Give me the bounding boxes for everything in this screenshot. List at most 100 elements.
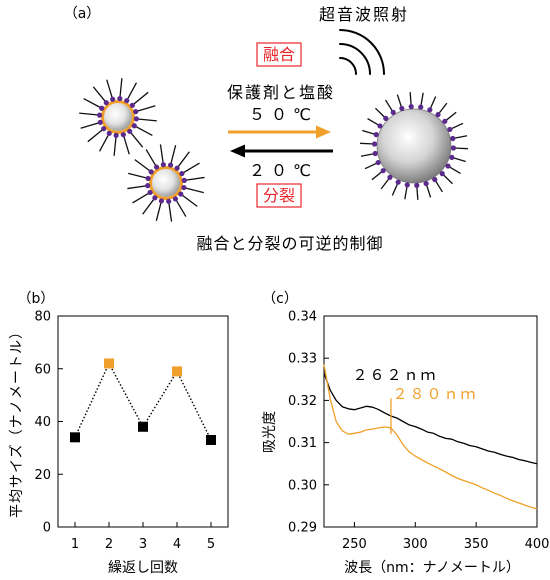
ligand-head-dot <box>445 163 451 169</box>
size-chart-plot: 0 20 40 60 80 1 2 3 4 5 <box>34 310 229 552</box>
ligand-head-dot <box>133 109 139 115</box>
ligand-head-dot <box>179 170 185 177</box>
ligand-chain <box>142 197 156 215</box>
panel-b: （b） 0 20 40 60 80 1 2 3 4 5 平均サイズ（ナノメートル） 繰返し回数 <box>9 291 229 576</box>
y-tick-label: 40 <box>34 415 51 430</box>
ligand-head-dot <box>106 130 112 136</box>
ligand-head-dot <box>127 128 133 134</box>
ligand-chain <box>98 132 110 152</box>
metal-core <box>376 108 452 184</box>
ligand-head-dot <box>117 95 123 102</box>
fission-label-box: 分裂 <box>256 183 302 208</box>
ligand-head-dot <box>181 177 187 183</box>
ligand-head-dot <box>450 145 457 151</box>
caption: 融合と分裂の可逆的制御 <box>196 234 383 253</box>
ligand-head-dot <box>160 162 166 168</box>
ligand-chain <box>92 86 107 104</box>
y-tick-label: 0.29 <box>288 521 317 536</box>
sound-wave-arc <box>339 29 385 75</box>
ligand-head-dot <box>373 132 379 138</box>
ligand-chain <box>113 135 117 156</box>
ligand-heads <box>371 103 457 189</box>
ligand-head-dot <box>99 105 105 111</box>
metal-core <box>152 169 180 197</box>
arrow-left-icon <box>230 144 333 158</box>
ligand-head-dot <box>167 162 174 168</box>
ligand-chain <box>181 162 200 175</box>
ligand-heads <box>145 162 187 204</box>
ligand-head-dot <box>449 154 455 160</box>
ligand-chain <box>126 82 138 102</box>
sound-wave-icon <box>339 29 385 75</box>
ligand-head-dot <box>96 112 103 118</box>
ligand-chain <box>122 134 130 155</box>
data-point-square <box>172 366 182 377</box>
x-tick-label: 3 <box>139 537 147 552</box>
ligand-head-dot <box>442 118 448 124</box>
ligand-head-dot <box>387 174 393 180</box>
fission-label-frame <box>256 183 302 208</box>
data-point-square <box>206 434 216 445</box>
spectrum-chart-x-axis-title: 波長（nm：ナノメートル） <box>344 560 520 576</box>
y-tick-label: 0.31 <box>288 436 317 451</box>
ligand-chain <box>159 144 165 165</box>
ligand-head-dot <box>172 196 179 202</box>
ligand-chain <box>136 118 157 122</box>
x-tick-label: 5 <box>207 537 215 552</box>
ligand-head-dot <box>377 123 383 129</box>
small-nanoparticle <box>79 78 157 156</box>
ligand-head-dot <box>404 182 410 188</box>
y-tick-label: 0.33 <box>288 352 317 367</box>
ligand-chains <box>127 144 205 222</box>
sound-wave-arc <box>339 57 357 75</box>
ligand-chain <box>119 78 123 99</box>
x-tick-label: 300 <box>403 537 428 552</box>
size-chart-x-axis-title: 繰返し回数 <box>108 560 178 576</box>
metal-core <box>104 103 132 131</box>
y-tick-label: 20 <box>34 468 51 483</box>
ligand-head-dot <box>450 135 456 142</box>
ligand-chain <box>79 112 100 116</box>
y-tick-label: 0.32 <box>288 394 317 409</box>
y-tick-label: 80 <box>34 310 51 325</box>
ligand-head-dot <box>418 104 424 110</box>
ligand-chain <box>129 130 144 148</box>
y-tick-label: 60 <box>34 362 51 377</box>
ligand-head-dot <box>158 198 165 204</box>
ligand-chain <box>127 184 148 190</box>
ligand-head-dot <box>101 126 107 132</box>
x-tick-label: 400 <box>525 537 550 552</box>
ligand-head-dot <box>124 98 130 104</box>
x-tick-label: 2 <box>105 537 113 552</box>
ligand-head-dot <box>145 175 151 182</box>
size-chart-y-axis-title: 平均サイズ（ナノメートル） <box>9 324 25 518</box>
fission-label: 分裂 <box>263 186 295 205</box>
ligand-head-dot <box>399 105 405 112</box>
peak-label-280nm: ２８０ｎｍ <box>392 385 477 403</box>
ligand-chain <box>132 191 151 204</box>
panel-c-label: （c） <box>262 291 298 307</box>
ligand-head-dot <box>414 182 420 189</box>
ligand-head-dot <box>408 103 414 110</box>
ligand-chain <box>176 151 190 169</box>
panel-c: （c） 0.29 0.30 0.31 0.32 0.33 0.34 250 300 350 400… <box>262 291 549 576</box>
ligand-chain <box>174 198 187 217</box>
ligand-chain <box>167 201 173 222</box>
ligand-chain <box>134 159 152 173</box>
ligand-head-dot <box>371 141 378 147</box>
ligand-head-dot <box>432 176 438 183</box>
ligand-head-dot <box>148 169 154 175</box>
ligand-head-dot <box>131 123 137 129</box>
data-point-square <box>104 358 114 369</box>
ligand-head-dot <box>375 159 381 166</box>
ultrasound-label: 超音波照射 <box>319 5 409 24</box>
spectrum-chart-y-axis-title: 吸光度 <box>262 411 278 453</box>
x-tick-label: 250 <box>342 537 367 552</box>
ligand-head-dot <box>152 195 158 201</box>
ligand-head-dot <box>145 183 151 189</box>
ligand-head-dot <box>427 107 433 113</box>
data-point-square <box>138 421 148 432</box>
ligand-head-dot <box>395 179 401 185</box>
ligand-chain <box>128 172 149 180</box>
arrow-right-icon <box>228 125 331 139</box>
